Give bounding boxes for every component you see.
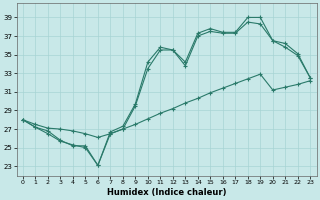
X-axis label: Humidex (Indice chaleur): Humidex (Indice chaleur) <box>107 188 226 197</box>
